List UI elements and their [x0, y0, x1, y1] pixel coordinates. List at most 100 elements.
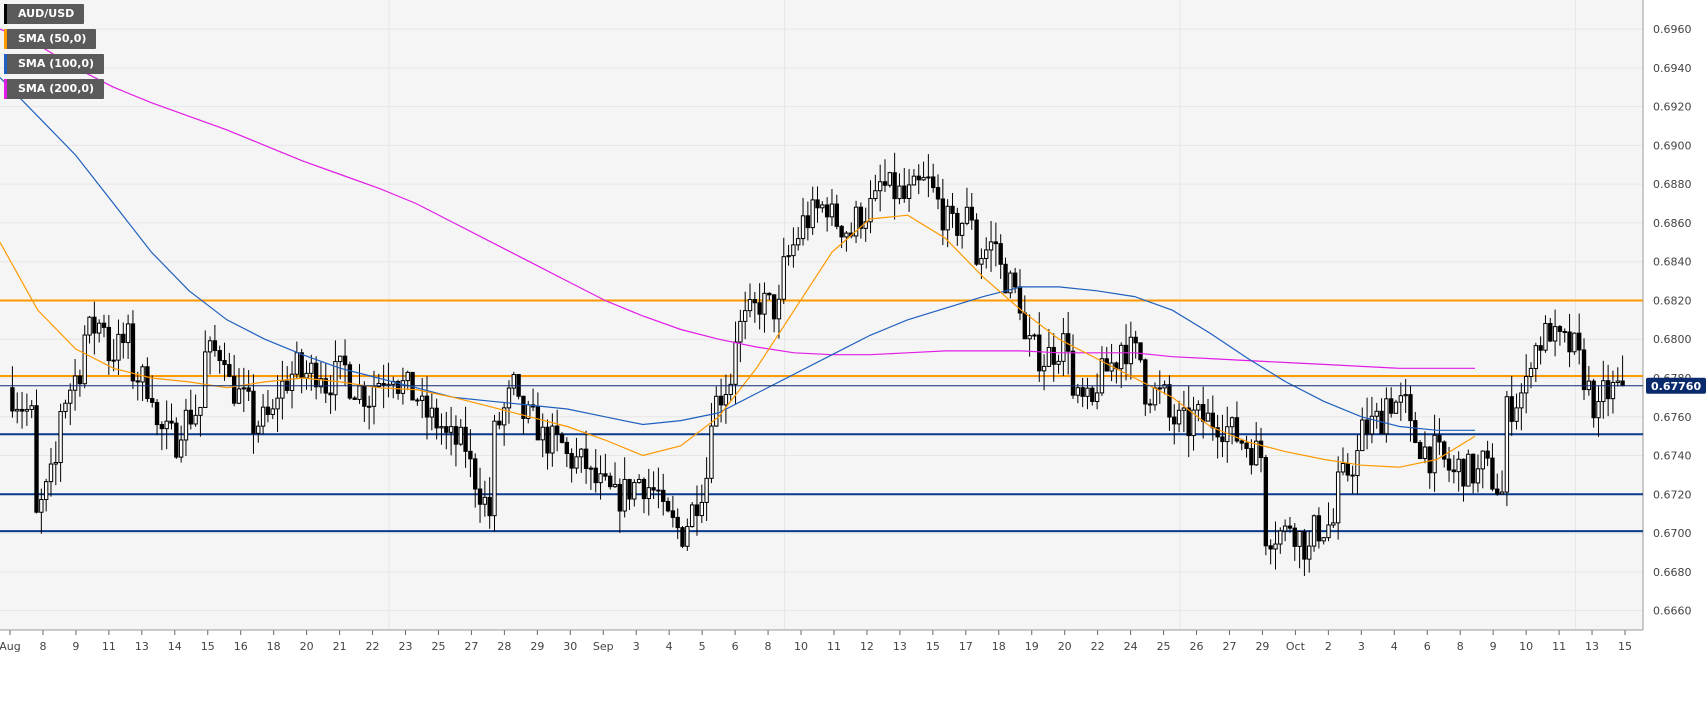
candle [1176, 400, 1182, 433]
candle [1581, 338, 1587, 400]
legend-item-sma100[interactable]: SMA (100,0) [4, 54, 105, 74]
candle-body [444, 426, 449, 433]
candle-body [246, 387, 251, 392]
candle-body [395, 380, 401, 394]
candle-body [82, 334, 87, 385]
candle-body [1239, 440, 1244, 444]
y-tick-label: 0.6740 [1653, 450, 1692, 463]
candle-body [1302, 531, 1307, 560]
candle [1099, 346, 1105, 396]
candle [588, 465, 594, 490]
candle [723, 374, 729, 424]
candle [940, 178, 946, 246]
candle [1278, 527, 1283, 554]
candle [680, 526, 685, 549]
x-tick-label: 10 [1519, 640, 1533, 653]
candle [1321, 536, 1326, 545]
candle [1480, 450, 1485, 489]
candle [646, 468, 651, 516]
candle-body [477, 488, 483, 505]
candle-body [106, 326, 112, 362]
candle [564, 437, 570, 468]
legend-item-sma200[interactable]: SMA (200,0) [4, 79, 105, 99]
candle-body [1176, 409, 1182, 425]
candle [1287, 516, 1293, 533]
candle [1374, 402, 1379, 429]
x-tick-label: 15 [926, 640, 940, 653]
candle-body [1345, 463, 1350, 476]
candle [974, 213, 979, 266]
candle-body [1196, 404, 1201, 411]
candle [1234, 401, 1240, 443]
candle-body [43, 481, 49, 501]
candle [926, 154, 931, 198]
candle-body [796, 238, 801, 246]
candle-body [1056, 360, 1061, 365]
candle [1393, 399, 1399, 414]
candle [193, 394, 198, 427]
candle [742, 291, 748, 340]
x-tick-label: 4 [1391, 640, 1398, 653]
candle-body [762, 292, 767, 315]
candle [1085, 377, 1090, 410]
candle-body [1495, 488, 1500, 495]
candle [762, 282, 767, 333]
x-tick-label: 2 [1325, 640, 1332, 653]
candle-body [1509, 396, 1514, 422]
candle [53, 441, 58, 486]
candle [289, 361, 295, 409]
candle-body [304, 372, 309, 379]
candle-body [1591, 380, 1596, 419]
candle [1258, 427, 1264, 473]
candle-body [1119, 344, 1124, 370]
candle [554, 409, 560, 452]
legend-item-symbol[interactable]: AUD/USD [4, 4, 85, 24]
candle-body [1254, 440, 1259, 466]
candle [1008, 270, 1013, 299]
candle-body [77, 375, 83, 385]
candle [1442, 440, 1447, 468]
candle [574, 437, 579, 474]
candle [805, 201, 811, 241]
candle-body [1601, 380, 1606, 403]
candle-body [429, 407, 435, 418]
candle [988, 221, 994, 272]
candle [1046, 329, 1052, 367]
candle [752, 292, 758, 323]
candle [1061, 317, 1066, 377]
candle-body [366, 405, 372, 408]
candle [19, 391, 25, 429]
x-tick-label: 13 [893, 640, 907, 653]
candle-body [998, 243, 1003, 265]
candle [217, 345, 222, 374]
candle [757, 283, 762, 330]
candle [1432, 414, 1437, 492]
candle [1128, 321, 1134, 380]
candle [1282, 519, 1288, 542]
candle-body [1533, 345, 1539, 369]
candle [545, 419, 550, 470]
x-tick-label: 12 [860, 640, 874, 653]
candle-body [1451, 469, 1457, 473]
candle [916, 164, 921, 195]
candle-body [1504, 396, 1510, 493]
candle [1514, 393, 1519, 430]
candle [313, 356, 319, 400]
legend-label-sma50: SMA (50,0) [18, 32, 87, 45]
x-tick-label: 13 [1585, 640, 1599, 653]
legend-item-sma50[interactable]: SMA (50,0) [4, 29, 97, 49]
candle [1094, 373, 1100, 410]
x-tick-label: 28 [497, 640, 511, 653]
candle-body [15, 408, 20, 412]
candle-body [1090, 387, 1095, 402]
candle [154, 399, 160, 436]
candle-body [1157, 387, 1162, 390]
x-tick-label: 11 [1552, 640, 1566, 653]
candle-body [1094, 392, 1100, 402]
candle [116, 319, 121, 375]
x-tick-label: 13 [135, 640, 149, 653]
candle [1552, 309, 1558, 357]
candle-body [260, 406, 266, 427]
